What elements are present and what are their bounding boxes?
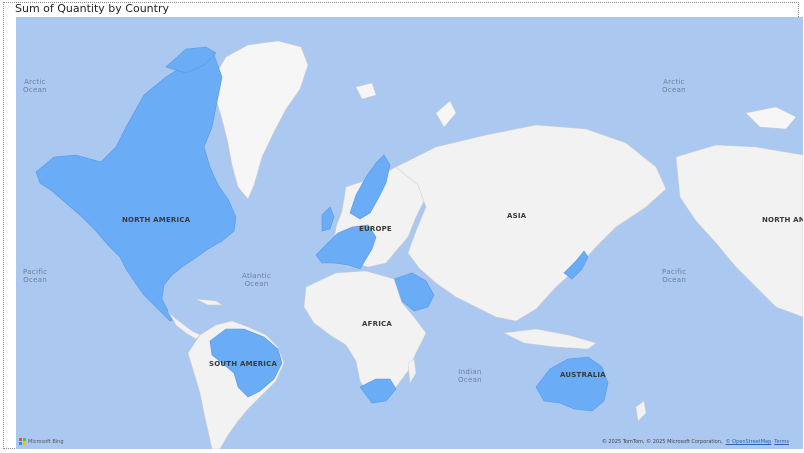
caribbean-islands (195, 298, 223, 306)
australia-highlight[interactable] (535, 356, 609, 412)
north-america-highlight[interactable] (35, 54, 237, 322)
scandinavia-highlight[interactable] (349, 154, 391, 220)
se-asia-islands (503, 328, 597, 350)
right-arctic-islands (745, 106, 797, 130)
continent-label-north-america: NORTH AMERICA (122, 216, 191, 224)
central-america (167, 310, 201, 340)
ocean-label-arctic-right: Arctic Ocean (662, 78, 686, 94)
novaya-zemlya (435, 100, 457, 128)
map-attribution: © 2025 TomTom, © 2025 Microsoft Corporat… (602, 439, 789, 445)
terms-link[interactable]: Terms (774, 439, 789, 445)
world-map (35, 40, 803, 449)
osm-link[interactable]: © OpenStreetMap (725, 439, 772, 445)
continent-label-europe: EUROPE (359, 225, 392, 233)
continent-label-south-america: SOUTH AMERICA (209, 360, 278, 368)
continent-label-africa: AFRICA (362, 320, 392, 328)
bing-logo-text: Microsoft Bing (28, 438, 64, 445)
map-canvas[interactable]: Arctic Ocean Arctic Ocean Pacific Ocean Atl… (16, 17, 803, 449)
bing-logo: Microsoft Bing (19, 438, 64, 445)
visual-title: Sum of Quantity by Country (15, 2, 169, 15)
continent-label-north-america-repeat: NORTH AME (762, 216, 803, 224)
saudi-arabia-highlight[interactable] (393, 272, 435, 312)
africa-landmass (303, 270, 427, 402)
ocean-label-pacific-left: Pacific Ocean (23, 268, 48, 284)
ocean-label-indian: Indian Ocean (458, 368, 482, 384)
svalbard (355, 82, 377, 100)
microsoft-logo-icon (19, 438, 26, 445)
ocean-label-pacific-right: Pacific Ocean (662, 268, 687, 284)
ocean-label-arctic-left: Arctic Ocean (23, 78, 47, 94)
ocean-label-atlantic: Atlantic Ocean (242, 272, 272, 288)
south-africa-highlight[interactable] (359, 378, 397, 404)
continent-label-australia: AUSTRALIA (560, 371, 606, 379)
brazil-highlight[interactable] (209, 328, 283, 398)
greenland-landmass (213, 40, 309, 200)
attribution-text: © 2025 TomTom, © 2025 Microsoft Corporat… (601, 439, 723, 445)
right-repeat-landmass (675, 144, 803, 318)
japan-highlight[interactable] (563, 250, 589, 280)
western-europe-highlight[interactable] (315, 224, 377, 270)
uk-highlight[interactable] (321, 206, 335, 232)
canada-arctic-islands[interactable] (165, 46, 217, 74)
asia-landmass (395, 124, 667, 322)
continent-label-asia: ASIA (507, 212, 527, 220)
new-zealand (635, 400, 647, 422)
madagascar (407, 358, 417, 384)
